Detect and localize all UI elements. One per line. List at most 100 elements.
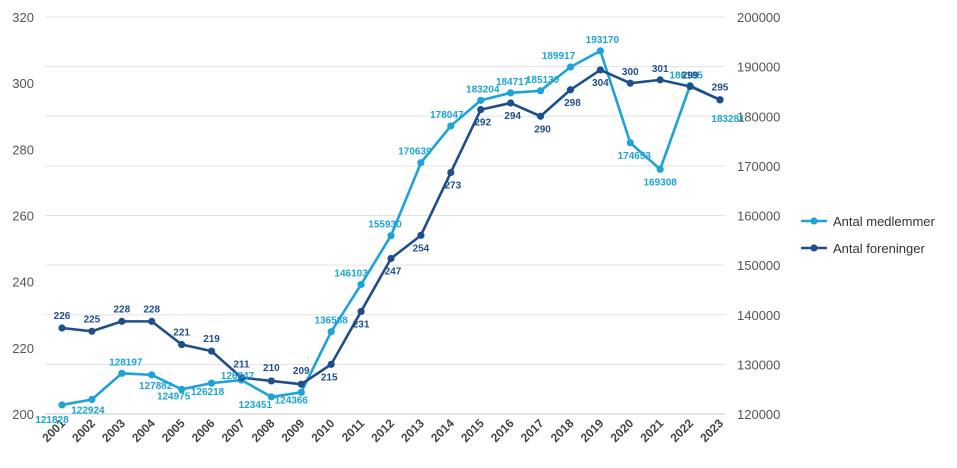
data-label-antal-foreninger: 298 xyxy=(564,98,581,109)
left-axis-tick: 300 xyxy=(12,76,34,91)
data-label-antal-foreninger: 247 xyxy=(385,267,402,278)
x-axis-tick: 2009 xyxy=(279,416,308,445)
left-axis-tick: 320 xyxy=(12,10,34,25)
data-point-antal-foreninger xyxy=(686,82,694,91)
x-axis-tick: 2005 xyxy=(159,416,188,445)
data-label-antal-medlemmer: 183204 xyxy=(466,84,500,95)
right-axis-tick: 120000 xyxy=(737,407,780,422)
data-label-antal-medlemmer: 128197 xyxy=(109,357,143,368)
data-label-antal-foreninger: 290 xyxy=(534,124,551,135)
data-label-antal-medlemmer: 189917 xyxy=(542,51,576,62)
data-point-antal-foreninger xyxy=(178,340,186,349)
data-point-antal-medlemmer xyxy=(178,385,186,393)
x-axis-tick: 2016 xyxy=(488,416,517,445)
data-point-antal-medlemmer xyxy=(148,371,156,379)
data-label-antal-foreninger: 292 xyxy=(474,118,491,129)
data-point-antal-foreninger xyxy=(417,231,425,239)
data-point-antal-foreninger xyxy=(148,317,156,325)
left-axis-tick: 260 xyxy=(12,209,34,224)
data-label-antal-foreninger: 300 xyxy=(622,67,639,78)
legend-label-antal-medlemmer: Antal medlemmer xyxy=(833,214,936,229)
x-axis-tick: 2022 xyxy=(667,416,696,445)
data-point-antal-medlemmer xyxy=(477,96,485,104)
data-label-antal-medlemmer: 186185 xyxy=(669,71,703,82)
x-axis-tick: 2013 xyxy=(398,416,427,445)
left-axis-tick: 220 xyxy=(12,341,34,356)
data-point-antal-medlemmer xyxy=(357,280,365,289)
x-axis-tick: 2015 xyxy=(458,416,487,445)
data-point-antal-foreninger xyxy=(267,377,275,385)
right-axis-tick: 130000 xyxy=(737,357,780,372)
data-label-antal-foreninger: 295 xyxy=(712,83,729,94)
data-point-antal-medlemmer xyxy=(327,328,335,336)
right-axis-tick: 140000 xyxy=(737,308,780,323)
x-axis-tick: 2021 xyxy=(638,416,667,445)
data-label-antal-medlemmer: 122924 xyxy=(71,405,105,416)
data-point-antal-foreninger xyxy=(656,76,664,84)
data-label-antal-medlemmer: 123451 xyxy=(239,400,273,411)
data-label-antal-foreninger: 210 xyxy=(263,363,280,374)
data-point-antal-foreninger xyxy=(716,96,724,104)
right-axis-tick: 180000 xyxy=(737,109,780,124)
data-point-antal-foreninger xyxy=(507,99,515,107)
data-label-antal-medlemmer: 124366 xyxy=(275,395,309,406)
data-label-antal-medlemmer: 126847 xyxy=(221,371,255,382)
data-label-antal-foreninger: 228 xyxy=(113,304,130,315)
right-axis-tick: 190000 xyxy=(737,60,780,75)
data-label-antal-foreninger: 273 xyxy=(444,180,461,191)
data-point-antal-medlemmer xyxy=(297,388,305,396)
data-point-antal-foreninger xyxy=(357,307,365,316)
data-point-antal-foreninger xyxy=(566,86,575,94)
x-axis-tick: 2007 xyxy=(219,416,248,445)
data-label-antal-medlemmer: 146103 xyxy=(334,268,368,279)
data-point-antal-medlemmer xyxy=(507,89,515,97)
data-label-antal-foreninger: 301 xyxy=(652,64,669,75)
data-label-antal-medlemmer: 169308 xyxy=(643,177,677,188)
data-point-antal-medlemmer xyxy=(626,139,634,147)
data-label-antal-medlemmer: 170639 xyxy=(398,147,432,158)
data-point-antal-medlemmer xyxy=(267,393,275,401)
x-axis-tick: 2004 xyxy=(129,416,158,445)
data-label-antal-medlemmer: 121828 xyxy=(35,415,69,426)
right-axis-tick: 150000 xyxy=(737,258,780,273)
data-point-antal-foreninger xyxy=(88,327,96,335)
series-points xyxy=(58,47,724,409)
data-point-antal-foreninger xyxy=(237,374,246,382)
data-point-antal-foreninger xyxy=(118,317,126,325)
data-label-antal-foreninger: 225 xyxy=(84,314,101,325)
right-axis-tick: 200000 xyxy=(737,10,780,25)
data-label-antal-medlemmer: 127882 xyxy=(139,381,173,392)
data-point-antal-medlemmer xyxy=(207,379,216,387)
data-label-antal-medlemmer: 193170 xyxy=(586,35,620,46)
data-point-antal-medlemmer xyxy=(58,401,66,409)
data-label-antal-foreninger: 209 xyxy=(293,366,310,377)
data-label-antal-foreninger: 221 xyxy=(173,328,190,339)
x-axis-tick: 2019 xyxy=(578,416,607,445)
x-axis-tick: 2020 xyxy=(608,416,637,445)
data-point-antal-foreninger xyxy=(387,254,395,263)
data-label-antal-foreninger: 219 xyxy=(203,334,220,345)
legend: Antal medlemmer Antal foreninger xyxy=(801,214,936,256)
data-point-antal-medlemmer xyxy=(566,63,575,71)
data-point-antal-medlemmer xyxy=(88,395,96,404)
legend-marker-antal-medlemmer xyxy=(810,217,818,225)
x-axis-tick: 2006 xyxy=(189,416,218,445)
data-label-antal-foreninger: 228 xyxy=(143,304,160,315)
left-y-axis: 200 220 240 260 280 300 320 xyxy=(12,10,34,422)
x-axis-tick: 2017 xyxy=(518,416,547,445)
data-point-antal-medlemmer xyxy=(536,87,545,95)
data-point-antal-foreninger xyxy=(477,106,485,114)
data-point-antal-medlemmer xyxy=(387,232,395,240)
data-label-antal-medlemmer: 124975 xyxy=(157,391,191,402)
data-label-antal-foreninger: 294 xyxy=(504,111,521,122)
x-axis-tick: 2010 xyxy=(309,416,338,445)
data-point-antal-medlemmer xyxy=(656,165,664,173)
left-axis-tick: 280 xyxy=(12,142,34,157)
x-axis-tick: 2012 xyxy=(368,416,397,445)
right-y-axis: 120000 130000 140000 150000 160000 170000 1800… xyxy=(737,10,780,422)
left-axis-tick: 200 xyxy=(12,407,34,422)
data-point-antal-foreninger xyxy=(536,112,545,120)
right-axis-tick: 160000 xyxy=(737,209,780,224)
data-label-antal-medlemmer: 136588 xyxy=(314,316,348,327)
